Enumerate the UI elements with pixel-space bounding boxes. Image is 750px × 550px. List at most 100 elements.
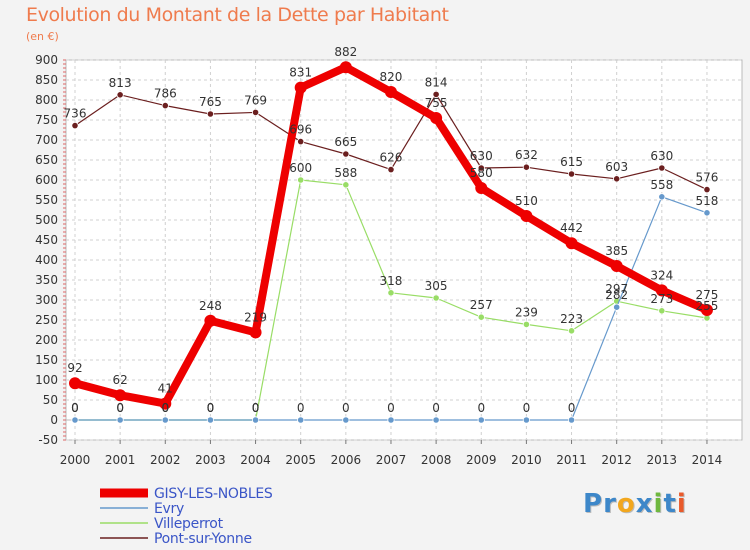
data-point-villeperrot [297, 176, 305, 184]
data-label-villeperrot: 0 [71, 401, 79, 415]
data-point-evry [206, 416, 215, 424]
data-point-gisy-les-nobles [655, 284, 668, 297]
chart-subtitle: (en €) [26, 30, 59, 43]
y-tick-label: 750 [35, 113, 58, 127]
data-point-gisy-les-nobles [430, 112, 443, 124]
data-label-evry: 558 [650, 178, 673, 192]
y-tick-label: 550 [35, 193, 58, 207]
data-label-pont-sur-yonne: 769 [244, 93, 267, 107]
legend-label: GISY-LES-NOBLES [154, 486, 273, 502]
data-label-evry: 0 [342, 401, 350, 415]
data-label-pont-sur-yonne: 786 [154, 87, 177, 101]
data-point-gisy-les-nobles [520, 210, 533, 222]
data-label-gisy-les-nobles: 580 [470, 166, 493, 180]
data-point-pont-sur-yonne [251, 108, 260, 117]
data-point-villeperrot [477, 313, 485, 321]
legend-label: Evry [154, 501, 184, 517]
data-label-evry: 0 [523, 401, 531, 415]
data-point-pont-sur-yonne [387, 166, 395, 174]
brand-letter: r [603, 489, 617, 519]
y-tick-label: -50 [38, 433, 58, 447]
data-label-pont-sur-yonne: 626 [380, 151, 403, 165]
x-tick-label: 2005 [285, 453, 316, 467]
data-label-gisy-les-nobles: 248 [199, 299, 222, 313]
data-label-pont-sur-yonne: 630 [650, 149, 673, 163]
data-label-evry: 0 [387, 401, 395, 415]
data-label-villeperrot: 257 [470, 298, 493, 312]
data-label-pont-sur-yonne: 630 [470, 149, 493, 163]
data-label-gisy-les-nobles: 882 [334, 45, 357, 59]
data-label-pont-sur-yonne: 765 [199, 95, 222, 109]
data-label-evry: 0 [252, 401, 260, 415]
x-tick-label: 2007 [376, 453, 407, 467]
axes: -50 0 50 100 150 200 250 300 350 400 450 500 550 600 6… [35, 53, 722, 467]
y-tick-label: 400 [35, 253, 58, 267]
x-tick-label: 2012 [601, 453, 632, 467]
brand-letter: x [635, 489, 654, 519]
brand-letter: P [583, 489, 604, 519]
data-point-gisy-les-nobles [114, 389, 127, 402]
brand-letter: o [616, 489, 636, 519]
data-point-evry [703, 209, 711, 217]
data-label-evry: 0 [116, 401, 124, 415]
data-label-evry: 0 [568, 401, 576, 415]
data-label-villeperrot: 318 [380, 274, 403, 288]
data-label-evry: 0 [71, 401, 79, 415]
data-point-pont-sur-yonne [342, 150, 350, 158]
data-point-pont-sur-yonne [613, 175, 621, 183]
data-label-pont-sur-yonne: 665 [334, 135, 357, 149]
x-tick-label: 2011 [556, 453, 587, 467]
data-point-evry [342, 416, 350, 424]
y-tick-label: 100 [35, 373, 58, 387]
brand-logo: Proxiti [583, 489, 687, 519]
data-point-pont-sur-yonne [161, 102, 169, 110]
brand-letter: t [663, 489, 677, 519]
x-tick-label: 2013 [647, 453, 678, 467]
data-point-evry [522, 416, 531, 424]
x-tick-label: 2002 [150, 453, 181, 467]
x-tick-label: 2004 [240, 453, 271, 467]
x-tick-label: 2003 [195, 453, 226, 467]
data-point-villeperrot [432, 294, 440, 302]
y-tick-label: 300 [35, 293, 58, 307]
y-tick-label: 250 [35, 313, 58, 327]
data-point-evry [658, 193, 666, 201]
brand-letter: i [653, 489, 664, 519]
data-point-pont-sur-yonne [297, 138, 305, 146]
y-tick-label: 600 [35, 173, 58, 187]
data-label-pont-sur-yonne: 814 [425, 75, 448, 89]
data-label-gisy-les-nobles: 275 [696, 288, 719, 302]
y-tick-label: 200 [35, 333, 58, 347]
data-point-villeperrot [522, 320, 531, 328]
data-point-pont-sur-yonne [567, 170, 576, 178]
data-label-pont-sur-yonne: 615 [560, 155, 583, 169]
data-label-evry: 518 [696, 194, 719, 208]
data-point-pont-sur-yonne [477, 164, 485, 172]
x-tick-label: 2010 [511, 453, 542, 467]
y-tick-label: 350 [35, 273, 58, 287]
data-label-gisy-les-nobles: 385 [605, 244, 628, 258]
data-label-gisy-les-nobles: 831 [289, 66, 312, 80]
data-point-pont-sur-yonne [116, 91, 124, 99]
data-point-gisy-les-nobles [204, 314, 217, 327]
legend-label: Pont-sur-Yonne [154, 531, 252, 547]
data-point-pont-sur-yonne [206, 110, 215, 118]
y-tick-label: 700 [35, 133, 58, 147]
data-point-pont-sur-yonne [522, 163, 531, 171]
data-label-gisy-les-nobles: 755 [425, 96, 448, 110]
y-tick-label: 150 [35, 353, 58, 367]
y-tick-label: 450 [35, 233, 58, 247]
series-lines [69, 61, 713, 424]
data-label-evry: 0 [161, 401, 169, 415]
brand-letter: i [676, 489, 687, 519]
x-tick-label: 2008 [421, 453, 452, 467]
data-label-evry: 0 [207, 401, 215, 415]
data-label-gisy-les-nobles: 219 [244, 310, 267, 324]
data-label-gisy-les-nobles: 820 [380, 70, 403, 84]
data-label-evry: 0 [432, 401, 440, 415]
x-tick-label: 2000 [60, 453, 91, 467]
data-label-villeperrot: 600 [289, 161, 312, 175]
legend-label: Villeperrot [154, 516, 224, 532]
data-label-gisy-les-nobles: 442 [560, 221, 583, 235]
